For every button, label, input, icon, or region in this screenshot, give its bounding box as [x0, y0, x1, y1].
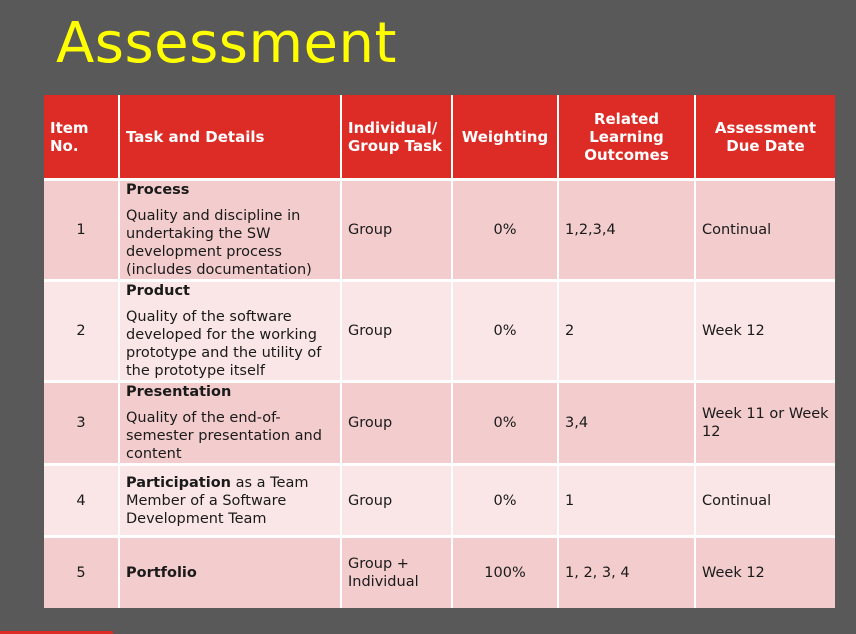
weighting-cell: 0%	[453, 282, 559, 383]
task-title: Product	[126, 283, 190, 299]
task-title: Process	[126, 182, 190, 198]
task-type-cell: Group	[342, 466, 453, 538]
table-row: 3 Presentation Quality of the end-of-sem…	[44, 383, 835, 466]
due-date-cell: Week 11 or Week 12	[696, 383, 835, 466]
task-cell: Product Quality of the software develope…	[120, 282, 342, 383]
slide-title: Assessment	[56, 11, 397, 76]
task-cell: Portfolio	[120, 538, 342, 608]
outcomes-cell: 1,2,3,4	[559, 181, 696, 282]
assessment-table-container: Item No. Task and Details Individual/ Gr…	[44, 95, 835, 608]
table-row: 1 Process Quality and discipline in unde…	[44, 181, 835, 282]
task-title: Portfolio	[126, 565, 197, 581]
header-learning-outcomes: Related Learning Outcomes	[559, 95, 696, 181]
table-row: 4 Participation as a Team Member of a So…	[44, 466, 835, 538]
due-date-cell: Week 12	[696, 282, 835, 383]
item-no-cell: 2	[44, 282, 120, 383]
outcomes-cell: 3,4	[559, 383, 696, 466]
item-no-cell: 4	[44, 466, 120, 538]
item-no-cell: 3	[44, 383, 120, 466]
outcomes-cell: 1	[559, 466, 696, 538]
task-description: Quality and discipline in undertaking th…	[126, 208, 312, 278]
task-title: Participation	[126, 474, 231, 491]
task-cell: Process Quality and discipline in undert…	[120, 181, 342, 282]
task-type-cell: Group	[342, 383, 453, 466]
task-description: Quality of the end-of-semester presentat…	[126, 410, 322, 462]
header-due-date: Assessment Due Date	[696, 95, 835, 181]
due-date-cell: Continual	[696, 466, 835, 538]
task-type-cell: Group + Individual	[342, 538, 453, 608]
task-description: as a Team Member of a Software Developme…	[126, 474, 309, 527]
header-task-details: Task and Details	[120, 95, 342, 181]
weighting-cell: 0%	[453, 383, 559, 466]
due-date-cell: Week 12	[696, 538, 835, 608]
item-no-cell: 5	[44, 538, 120, 608]
table-row: 2 Product Quality of the software develo…	[44, 282, 835, 383]
table-header-row: Item No. Task and Details Individual/ Gr…	[44, 95, 835, 181]
bottom-accent-bar	[0, 631, 113, 634]
outcomes-cell: 1, 2, 3, 4	[559, 538, 696, 608]
item-no-cell: 1	[44, 181, 120, 282]
header-individual-group: Individual/ Group Task	[342, 95, 453, 181]
weighting-cell: 100%	[453, 538, 559, 608]
header-item-no: Item No.	[44, 95, 120, 181]
outcomes-cell: 2	[559, 282, 696, 383]
task-type-cell: Group	[342, 282, 453, 383]
task-title: Presentation	[126, 384, 232, 400]
due-date-cell: Continual	[696, 181, 835, 282]
weighting-cell: 0%	[453, 466, 559, 538]
task-type-cell: Group	[342, 181, 453, 282]
table-row: 5 Portfolio Group + Individual 100% 1, 2…	[44, 538, 835, 608]
weighting-cell: 0%	[453, 181, 559, 282]
task-cell: Participation as a Team Member of a Soft…	[120, 466, 342, 538]
header-weighting: Weighting	[453, 95, 559, 181]
assessment-table: Item No. Task and Details Individual/ Gr…	[44, 95, 835, 608]
task-cell: Presentation Quality of the end-of-semes…	[120, 383, 342, 466]
task-description: Quality of the software developed for th…	[126, 309, 322, 379]
